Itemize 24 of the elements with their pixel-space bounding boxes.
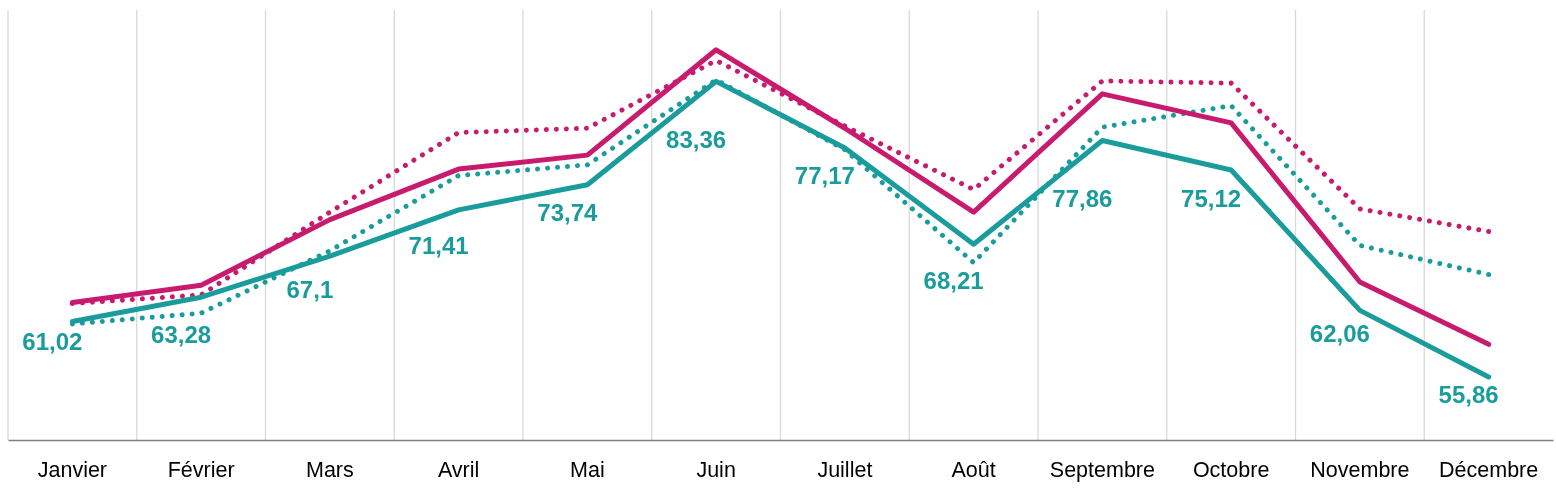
data-label: 62,06 (1309, 319, 1370, 347)
x-tick-label: Février (167, 458, 235, 483)
x-tick-label: Avril (437, 458, 480, 483)
data-label: 67,1 (286, 275, 334, 303)
data-label: 55,86 (1438, 381, 1499, 409)
x-tick-label: Juillet (817, 458, 873, 483)
data-label: 75,12 (1181, 184, 1242, 212)
data-label: 77,86 (1052, 184, 1113, 212)
x-tick-label: Mai (570, 458, 605, 483)
data-label: 73,74 (537, 198, 599, 226)
x-tick-label: Janvier (37, 458, 108, 483)
x-tick-label: Septembre (1049, 458, 1155, 483)
data-label: 61,02 (22, 327, 83, 355)
x-tick-label: Novembre (1310, 458, 1410, 483)
data-label: 83,36 (666, 125, 727, 153)
data-label: 77,17 (794, 162, 855, 190)
x-tick-label: Décembre (1439, 458, 1539, 483)
x-tick-label: Mars (305, 458, 354, 483)
x-tick-label: Octobre (1192, 458, 1270, 483)
data-label: 68,21 (923, 266, 984, 294)
x-tick-label: Août (951, 458, 996, 483)
data-label: 63,28 (151, 321, 212, 349)
x-tick-label: Juin (696, 458, 736, 483)
data-label: 71,41 (408, 231, 469, 259)
